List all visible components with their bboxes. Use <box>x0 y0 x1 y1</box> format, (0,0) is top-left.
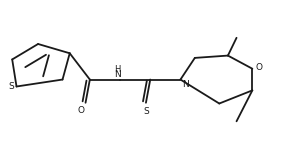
Text: S: S <box>8 82 14 91</box>
Text: N: N <box>114 70 121 79</box>
Text: O: O <box>256 63 263 72</box>
Text: N: N <box>182 80 189 89</box>
Text: S: S <box>143 107 149 116</box>
Text: O: O <box>78 106 85 115</box>
Text: H: H <box>114 65 120 74</box>
